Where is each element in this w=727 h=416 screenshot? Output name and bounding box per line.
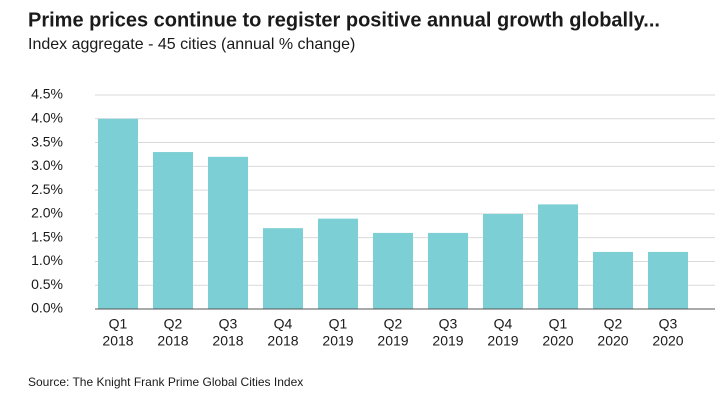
y-tick-label: 4.0%	[31, 109, 63, 125]
x-tick-label: Q4	[274, 316, 293, 332]
chart-title: Prime prices continue to register positi…	[28, 9, 660, 31]
x-tick-label: Q1	[109, 316, 128, 332]
x-tick-label: 2019	[432, 333, 463, 349]
x-tick-label: 2018	[157, 333, 188, 349]
x-tick-label: 2020	[597, 333, 628, 349]
x-tick-label: Q3	[659, 316, 678, 332]
x-tick-label: Q3	[439, 316, 458, 332]
bar	[318, 218, 358, 309]
x-tick-label: 2018	[102, 333, 133, 349]
y-tick-label: 3.0%	[31, 157, 63, 173]
bar	[538, 204, 578, 309]
y-tick-label: 1.0%	[31, 252, 63, 268]
y-tick-label: 1.5%	[31, 228, 63, 244]
x-tick-label: 2020	[652, 333, 683, 349]
bar	[153, 152, 193, 309]
x-tick-label: 2020	[542, 333, 573, 349]
bar	[483, 213, 523, 309]
y-tick-label: 2.0%	[31, 205, 63, 221]
x-tick-label: 2018	[212, 333, 243, 349]
x-tick-label: Q2	[604, 316, 623, 332]
x-tick-label: Q1	[329, 316, 348, 332]
bar	[593, 251, 633, 309]
x-tick-label: 2019	[487, 333, 518, 349]
y-tick-label: 0.0%	[31, 300, 63, 316]
source-note: Source: The Knight Frank Prime Global Ci…	[28, 375, 303, 389]
x-tick-label: 2019	[322, 333, 353, 349]
y-tick-label: 3.5%	[31, 133, 63, 149]
bar	[648, 251, 688, 309]
bar	[208, 156, 248, 309]
bar	[98, 118, 138, 310]
y-tick-label: 4.5%	[31, 86, 63, 102]
y-tick-label: 2.5%	[31, 181, 63, 197]
bar	[373, 232, 413, 309]
x-tick-label: 2018	[267, 333, 298, 349]
x-tick-label: 2019	[377, 333, 408, 349]
x-tick-label: Q2	[384, 316, 403, 332]
x-tick-label: Q4	[494, 316, 513, 332]
x-tick-label: Q2	[164, 316, 183, 332]
y-tick-label: 0.5%	[31, 276, 63, 292]
chart-subtitle: Index aggregate - 45 cities (annual % ch…	[28, 36, 355, 53]
x-tick-label: Q1	[549, 316, 568, 332]
bar	[263, 228, 303, 309]
bar	[428, 232, 468, 309]
x-tick-label: Q3	[219, 316, 238, 332]
